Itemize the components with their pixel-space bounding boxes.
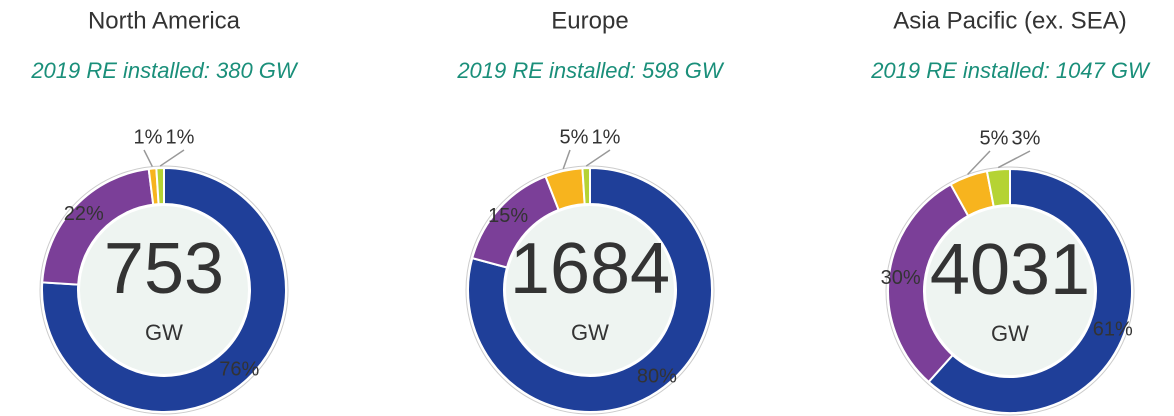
donut-outline — [39, 165, 289, 415]
chart-title: North America — [88, 7, 241, 34]
value-label: 5% — [980, 127, 1009, 149]
value-label: 15% — [488, 205, 528, 227]
leader-line — [562, 149, 571, 170]
map-background — [80, 206, 248, 374]
center-value: 753 — [104, 229, 224, 309]
donut-segment — [467, 166, 713, 413]
leader-line — [997, 150, 1031, 169]
donut-segment — [581, 166, 591, 206]
center-unit: GW — [145, 320, 183, 345]
value-label: 80% — [637, 366, 677, 388]
chart-title: Europe — [551, 7, 628, 34]
chart-title: Asia Pacific (ex. SEA) — [893, 7, 1126, 34]
donut-segment — [155, 166, 165, 206]
leader-line — [159, 149, 185, 167]
map-background — [506, 206, 674, 374]
center-unit: GW — [571, 320, 609, 345]
map-background — [926, 207, 1094, 375]
donut-segment — [41, 166, 287, 413]
chart-subtitle: 2019 RE installed: 1047 GW — [870, 58, 1151, 83]
leader-line — [585, 149, 611, 167]
center-value: 4031 — [930, 230, 1090, 310]
center-value: 1684 — [510, 229, 670, 309]
value-label: 1% — [166, 126, 195, 148]
value-label: 22% — [64, 203, 104, 225]
chart-subtitle: 2019 RE installed: 380 GW — [30, 58, 299, 83]
value-label: 5% — [560, 126, 589, 148]
leader-line — [967, 150, 991, 175]
value-label: 76% — [219, 358, 259, 380]
value-label: 1% — [134, 126, 163, 148]
donut-segment — [927, 167, 1133, 414]
value-label: 3% — [1012, 127, 1041, 149]
leader-line — [143, 149, 154, 167]
value-label: 1% — [592, 126, 621, 148]
donut-outline — [465, 165, 715, 415]
value-label: 30% — [881, 267, 921, 289]
value-label: 61% — [1093, 319, 1133, 341]
donut-outline — [885, 166, 1135, 416]
chart-subtitle: 2019 RE installed: 598 GW — [456, 58, 725, 83]
center-unit: GW — [991, 321, 1029, 346]
donut-segment — [985, 167, 1011, 208]
